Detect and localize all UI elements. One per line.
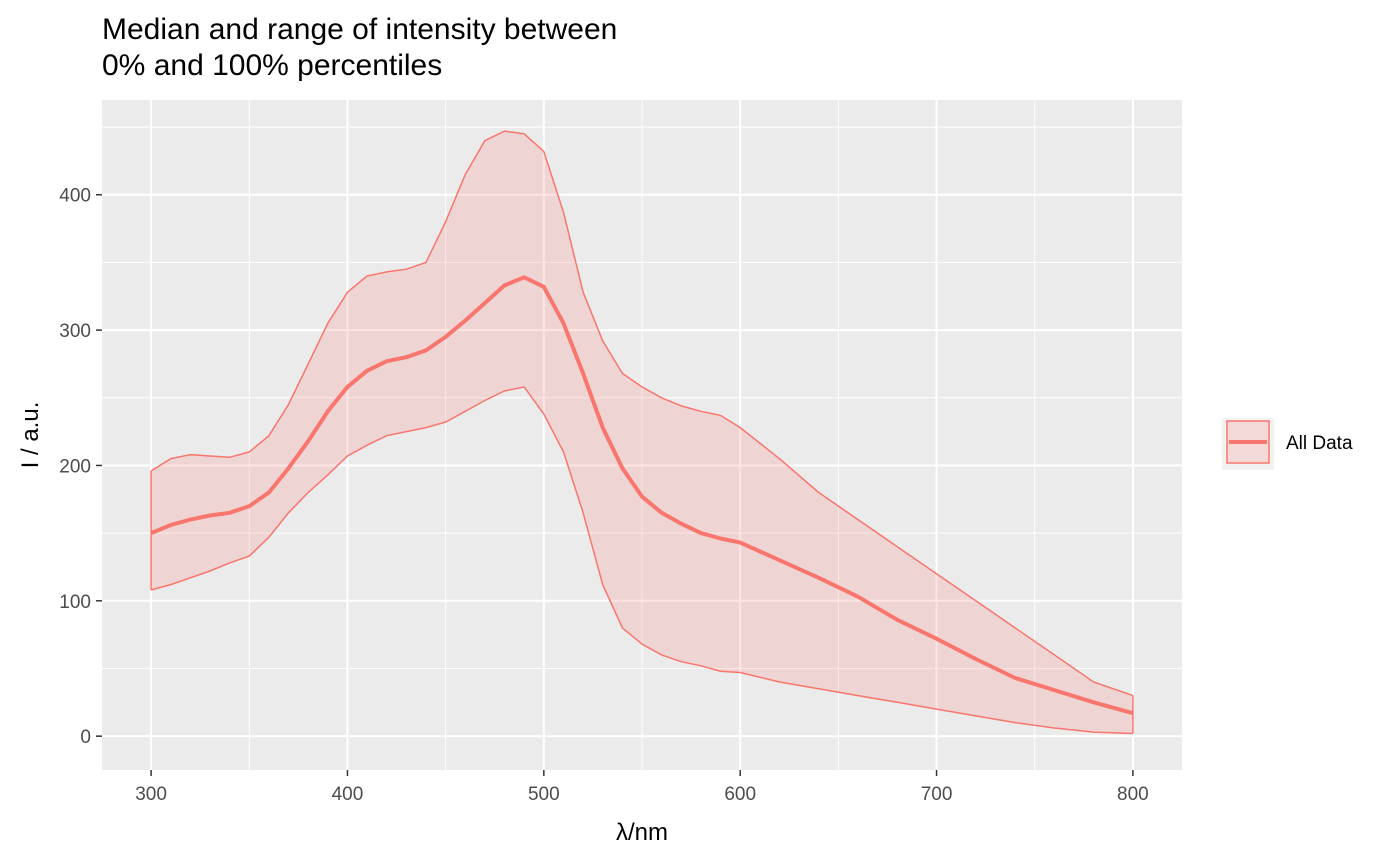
x-tick-label: 700 [921, 784, 953, 805]
x-axis: 300 400 500 600 700 800 [135, 770, 1149, 805]
chart-title-line-2: 0% and 100% percentiles [102, 49, 443, 82]
x-tick-label: 600 [724, 784, 756, 805]
chart-title-line-1: Median and range of intensity between [102, 13, 618, 46]
x-axis-title: λ/nm [616, 819, 668, 846]
x-tick-label: 500 [528, 784, 560, 805]
max-line [150, 130, 1134, 697]
x-tick-label: 800 [1117, 784, 1149, 805]
y-tick-label: 200 [59, 456, 91, 477]
range-ribbon-layer [150, 130, 1134, 735]
median-line-layer [150, 275, 1134, 716]
legend-label: All Data [1286, 433, 1353, 454]
y-axis: 0 100 200 300 400 [59, 186, 102, 748]
min-line [150, 386, 1133, 735]
x-tick-label: 400 [332, 784, 364, 805]
legend: All Data [1222, 418, 1353, 470]
y-tick-label: 0 [80, 727, 91, 748]
range-ribbon [151, 131, 1133, 734]
y-tick-label: 300 [59, 321, 91, 342]
y-axis-title: I / a.u. [17, 402, 44, 469]
chart-title: Median and range of intensity between 0%… [102, 12, 617, 84]
y-tick-label: 100 [59, 592, 91, 613]
y-tick-label: 400 [59, 186, 91, 207]
median-line [150, 275, 1134, 716]
major-gridlines [102, 100, 1182, 770]
x-tick-label: 300 [135, 784, 167, 805]
minor-gridlines [102, 100, 1182, 770]
